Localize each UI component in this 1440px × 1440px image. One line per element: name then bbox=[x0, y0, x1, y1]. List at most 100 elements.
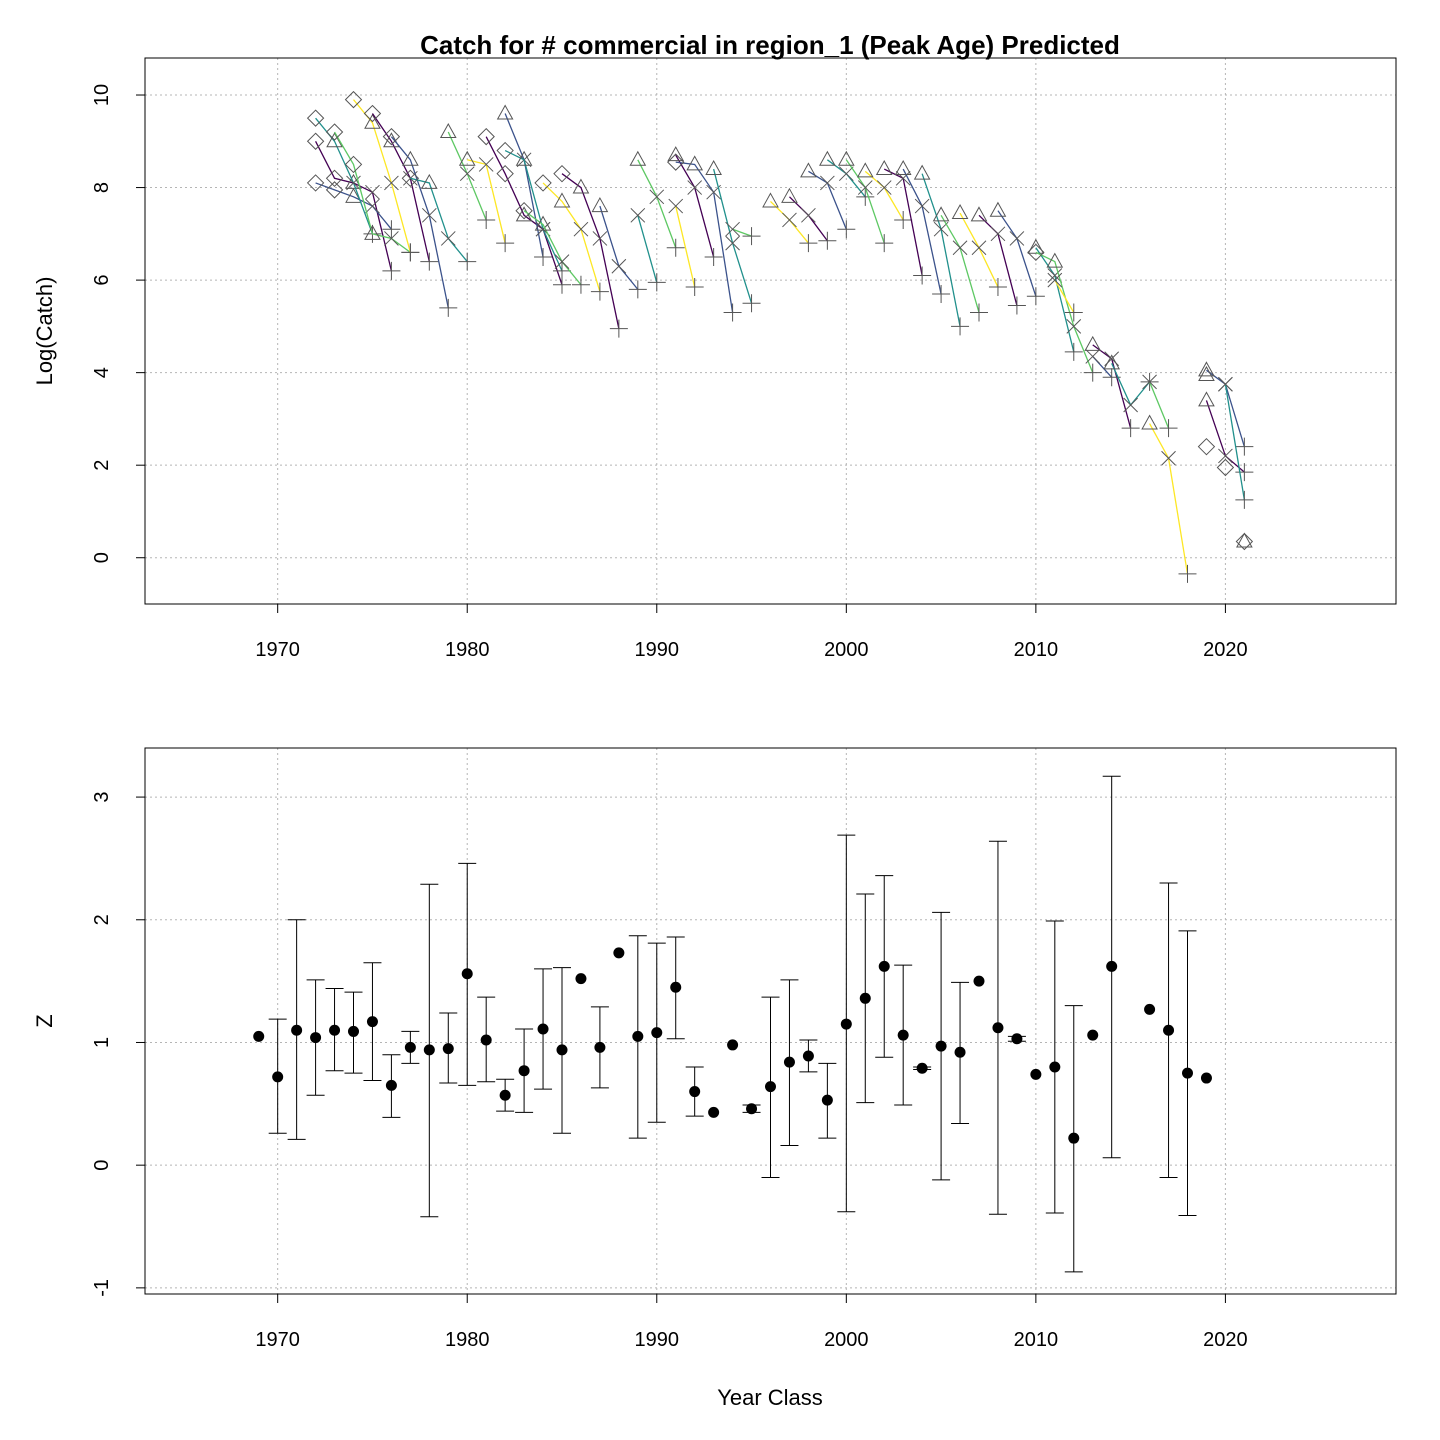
log-catch-x-tick-label: 1990 bbox=[635, 639, 680, 661]
cohort-line bbox=[485, 136, 563, 285]
catch-point bbox=[762, 192, 779, 208]
z-point bbox=[1144, 1003, 1156, 1015]
cohort-line bbox=[1149, 423, 1189, 575]
catch-point bbox=[666, 238, 685, 257]
z-point bbox=[916, 1062, 928, 1074]
z-point bbox=[253, 1030, 265, 1042]
z-point bbox=[1182, 1067, 1193, 1079]
catch-point bbox=[344, 155, 363, 174]
z-y-tick-label: 2 bbox=[91, 914, 113, 925]
cohort-series bbox=[894, 160, 951, 303]
log-catch-grid bbox=[145, 58, 1396, 604]
catch-point bbox=[458, 150, 476, 166]
catch-point bbox=[1161, 450, 1176, 466]
log-catch-x-tick-label: 2000 bbox=[824, 639, 869, 661]
z-point bbox=[1049, 1061, 1061, 1073]
catch-point bbox=[742, 294, 761, 313]
z-y-tick-label: 0 bbox=[91, 1160, 113, 1171]
catch-point bbox=[1123, 397, 1138, 413]
catch-point bbox=[647, 273, 666, 292]
catch-point bbox=[705, 160, 722, 176]
catch-point bbox=[667, 146, 685, 162]
catch-point bbox=[496, 104, 514, 120]
catch-point bbox=[364, 113, 381, 129]
catch-point bbox=[1235, 463, 1254, 482]
cohort-series bbox=[1141, 414, 1197, 583]
catch-point bbox=[725, 235, 740, 251]
cohort-series bbox=[837, 150, 894, 253]
z-point bbox=[935, 1040, 947, 1052]
cohort-series bbox=[1027, 243, 1102, 382]
cohort-line bbox=[504, 149, 563, 272]
catch-point bbox=[515, 201, 533, 220]
cohort-series bbox=[1084, 335, 1140, 438]
catch-point bbox=[1141, 414, 1158, 430]
catch-point bbox=[439, 123, 457, 139]
cohort-line bbox=[315, 117, 374, 235]
z-point bbox=[651, 1027, 663, 1039]
log-catch-cohorts bbox=[306, 90, 1254, 583]
cohort-series bbox=[705, 160, 761, 313]
z-points bbox=[253, 775, 1212, 1273]
cohort-line bbox=[315, 140, 393, 271]
catch-point bbox=[592, 231, 608, 246]
catch-point bbox=[325, 181, 344, 199]
cohort-series bbox=[1198, 361, 1254, 456]
catch-point bbox=[914, 198, 930, 214]
catch-point bbox=[326, 132, 343, 148]
cohort-line bbox=[447, 131, 487, 221]
cohort-line bbox=[410, 177, 468, 263]
catch-point bbox=[782, 212, 797, 228]
cohort-line bbox=[1224, 384, 1246, 500]
catch-point bbox=[534, 215, 552, 231]
z-point bbox=[1087, 1029, 1099, 1041]
cohort-line bbox=[940, 214, 980, 313]
z-point bbox=[897, 1029, 909, 1041]
cohort-line bbox=[959, 212, 999, 288]
cohort-series bbox=[344, 90, 420, 262]
z-point bbox=[746, 1103, 758, 1115]
log-catch-y-tick-label: 0 bbox=[91, 552, 113, 563]
catch-point bbox=[572, 178, 590, 194]
cohort-series bbox=[970, 206, 1026, 315]
cohort-series bbox=[667, 146, 723, 266]
catch-point bbox=[1084, 335, 1102, 351]
catch-point bbox=[781, 187, 798, 203]
catch-point bbox=[382, 220, 401, 239]
catch-point bbox=[383, 132, 400, 148]
catch-point bbox=[477, 210, 496, 229]
z-point bbox=[878, 960, 890, 972]
catch-point bbox=[609, 319, 628, 338]
cohort-series bbox=[306, 132, 401, 280]
z-point bbox=[594, 1041, 606, 1053]
z-point bbox=[802, 1050, 814, 1062]
z-point bbox=[670, 981, 682, 993]
catch-point bbox=[365, 198, 380, 214]
z-point bbox=[480, 1034, 492, 1046]
z-point bbox=[366, 1016, 378, 1028]
cohort-series bbox=[856, 162, 913, 229]
z-point bbox=[291, 1024, 303, 1036]
log-catch-plot-frame bbox=[144, 57, 1397, 605]
cohort-line bbox=[599, 205, 639, 290]
catch-point bbox=[971, 240, 987, 256]
catch-point bbox=[496, 141, 514, 160]
catch-point bbox=[686, 155, 704, 171]
catch-point bbox=[496, 234, 515, 253]
catch-point bbox=[306, 109, 325, 127]
z-x-tick-label: 1990 bbox=[635, 1329, 680, 1351]
z-point bbox=[1106, 960, 1118, 972]
z-point bbox=[442, 1043, 454, 1055]
catch-point bbox=[1235, 437, 1254, 456]
catch-point bbox=[401, 169, 420, 188]
catch-point bbox=[1046, 252, 1064, 268]
z-x-tick-label: 1980 bbox=[445, 1329, 490, 1351]
catch-point bbox=[932, 284, 951, 303]
log-catch-y-tick-label: 4 bbox=[91, 367, 113, 378]
z-point bbox=[973, 975, 985, 987]
catch-point bbox=[1047, 268, 1063, 283]
z-point bbox=[1068, 1132, 1080, 1144]
catch-point bbox=[801, 207, 816, 223]
log-catch-x-axis: 1970 1980 1990 2000 2010 2020 bbox=[255, 604, 1248, 661]
z-point bbox=[708, 1106, 720, 1118]
